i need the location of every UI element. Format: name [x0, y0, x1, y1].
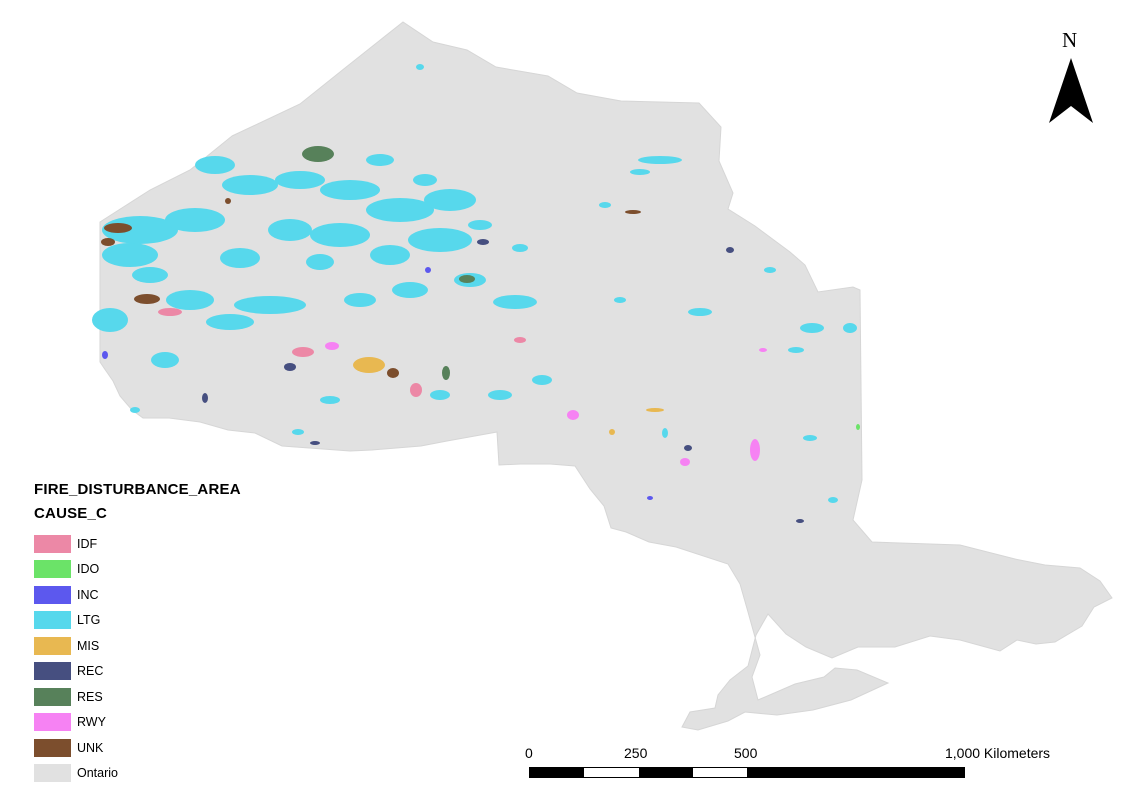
legend-swatch	[34, 713, 71, 732]
legend-swatch	[34, 636, 71, 655]
legend-label: MIS	[77, 638, 100, 653]
scale-bar-segment	[638, 768, 693, 777]
legend-label: IDF	[77, 536, 98, 551]
legend-swatch	[34, 662, 71, 681]
scale-bar: 0 250 500 1,000 Kilometers	[520, 742, 1080, 786]
north-arrow-icon	[1049, 58, 1093, 123]
legend-item: REC	[34, 659, 241, 685]
north-label: N	[1062, 28, 1078, 52]
legend-label: IDO	[77, 562, 100, 577]
legend-label: RES	[77, 689, 103, 704]
legend-label: REC	[77, 664, 104, 679]
scale-bar-track	[529, 767, 965, 778]
legend-item: IDO	[34, 557, 241, 583]
legend-item: LTG	[34, 608, 241, 634]
scale-bar-segment	[747, 768, 964, 777]
fire-polygons-other	[101, 146, 860, 523]
legend-swatch	[34, 687, 71, 706]
legend-label: LTG	[77, 613, 101, 628]
scale-label-250: 250	[624, 745, 648, 761]
scale-label-500: 500	[734, 745, 758, 761]
legend-item: IDF	[34, 531, 241, 557]
legend-subtitle: CAUSE_C	[34, 505, 108, 522]
legend-item: Ontario	[34, 761, 241, 787]
legend-title: FIRE_DISTURBANCE_AREA	[34, 481, 241, 498]
legend-swatch	[34, 585, 71, 604]
scale-bar-segment	[530, 768, 585, 777]
legend-item: UNK	[34, 735, 241, 761]
legend-label: UNK	[77, 740, 104, 755]
scale-label-1000: 1,000 Kilometers	[945, 745, 1051, 761]
legend-item: RES	[34, 684, 241, 710]
scale-bar-segment	[692, 768, 747, 777]
fire-polygons-ltg	[92, 64, 857, 503]
scale-label-0: 0	[525, 745, 533, 761]
legend-item: INC	[34, 582, 241, 608]
legend: FIRE_DISTURBANCE_AREA CAUSE_C IDF IDO INC L…	[34, 480, 241, 786]
legend-item: RWY	[34, 710, 241, 736]
legend-items: IDF IDO INC LTG MIS REC RES RWY UNK Ontario	[34, 531, 241, 786]
legend-swatch	[34, 764, 71, 783]
legend-swatch	[34, 738, 71, 757]
legend-swatch	[34, 611, 71, 630]
ontario-region	[99, 21, 1113, 731]
legend-item: MIS	[34, 633, 241, 659]
legend-swatch	[34, 560, 71, 579]
legend-label: INC	[77, 587, 99, 602]
legend-label: Ontario	[77, 766, 118, 781]
legend-label: RWY	[77, 715, 106, 730]
legend-swatch	[34, 534, 71, 553]
scale-bar-segment	[584, 768, 639, 777]
